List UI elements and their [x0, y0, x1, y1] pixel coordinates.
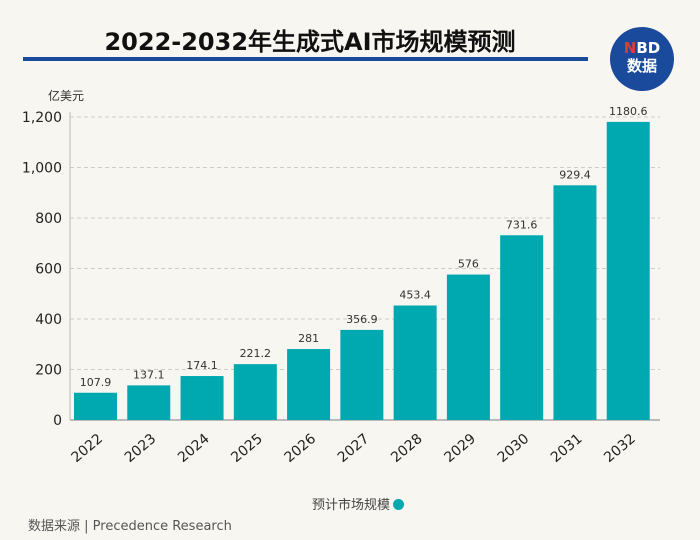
- y-tick-label: 200: [35, 363, 62, 379]
- bar-2027: [340, 329, 384, 420]
- data-label: 929.4: [559, 168, 591, 181]
- x-tick-label: 2022: [68, 431, 106, 466]
- y-tick-label: 400: [35, 312, 62, 328]
- x-tick-label: 2029: [441, 431, 479, 466]
- bar-2029: [446, 274, 490, 420]
- y-tick-label: 1,200: [22, 110, 62, 126]
- bar-chart: 亿美元 0 200 400 600 800 1,000 1,200 107.9 2022 137.1…: [22, 88, 660, 466]
- title-divider: [23, 57, 588, 61]
- data-label: 356.9: [346, 313, 378, 326]
- nbd-logo: NBD 数据: [610, 27, 674, 91]
- source-note: 数据来源 | Precedence Research: [28, 519, 232, 534]
- data-label: 453.4: [399, 289, 431, 302]
- bar-2023: [127, 385, 171, 420]
- x-tick-label: 2028: [388, 431, 426, 466]
- data-label: 137.1: [133, 368, 165, 381]
- x-tick-label: 2030: [495, 431, 533, 466]
- x-tick-label: 2032: [601, 431, 639, 466]
- y-tick-label: 1,000: [22, 161, 62, 177]
- bar-2030: [500, 235, 544, 420]
- data-label: 576: [458, 258, 479, 271]
- y-tick-label: 800: [35, 211, 62, 227]
- legend-label: 预计市场规模: [312, 498, 391, 513]
- bar-2028: [393, 305, 437, 420]
- data-label: 107.9: [80, 376, 112, 389]
- x-tick-label: 2027: [335, 431, 373, 466]
- bar-2024: [180, 376, 224, 420]
- x-tick-label: 2026: [282, 431, 320, 466]
- x-tick-label: 2031: [548, 431, 586, 466]
- bar-2032: [606, 121, 650, 420]
- data-label: 281: [298, 332, 319, 345]
- x-tick-label: 2024: [175, 431, 213, 466]
- bar-2022: [74, 392, 117, 420]
- bar-2026: [287, 349, 331, 420]
- x-tick-label: 2025: [228, 431, 266, 466]
- bar-2025: [233, 364, 277, 420]
- y-tick-label: 0: [53, 413, 62, 429]
- chart-title: 2022-2032年生成式AI市场规模预测: [104, 28, 516, 56]
- y-axis-unit: 亿美元: [48, 88, 84, 103]
- data-label: 174.1: [186, 359, 218, 372]
- legend-swatch: [393, 499, 405, 510]
- y-tick-label: 600: [35, 262, 62, 278]
- legend: 预计市场规模: [312, 494, 405, 513]
- data-label: 221.2: [240, 347, 272, 360]
- bar-2031: [553, 185, 597, 420]
- x-tick-label: 2023: [122, 431, 160, 466]
- data-label: 731.6: [506, 218, 538, 231]
- data-label: 1180.6: [609, 105, 648, 118]
